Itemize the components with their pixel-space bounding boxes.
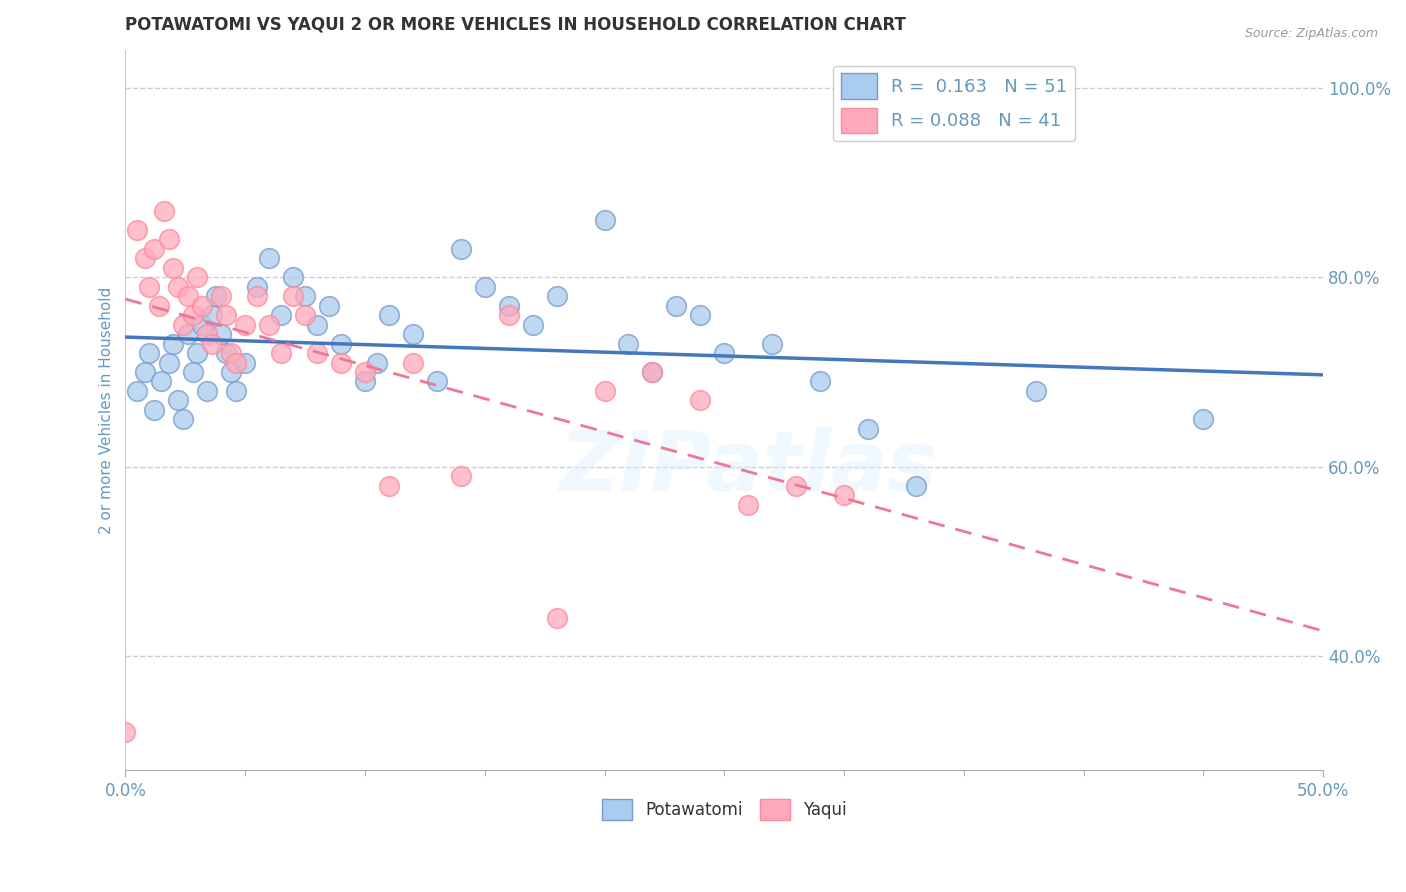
- Text: POTAWATOMI VS YAQUI 2 OR MORE VEHICLES IN HOUSEHOLD CORRELATION CHART: POTAWATOMI VS YAQUI 2 OR MORE VEHICLES I…: [125, 15, 907, 33]
- Point: [215, 308, 238, 322]
- Point: [832, 488, 855, 502]
- Point: [246, 279, 269, 293]
- Point: [195, 384, 218, 398]
- Point: [127, 223, 149, 237]
- Point: [689, 308, 711, 322]
- Point: [546, 289, 568, 303]
- Point: [354, 375, 377, 389]
- Point: [201, 308, 224, 322]
- Point: [402, 355, 425, 369]
- Point: [134, 252, 156, 266]
- Point: [172, 318, 194, 332]
- Point: [294, 308, 316, 322]
- Point: [157, 355, 180, 369]
- Point: [177, 327, 200, 342]
- Point: [330, 355, 353, 369]
- Point: [138, 279, 160, 293]
- Point: [378, 479, 401, 493]
- Point: [127, 384, 149, 398]
- Point: [546, 611, 568, 625]
- Point: [785, 479, 807, 493]
- Text: ZIPatlas: ZIPatlas: [560, 427, 938, 508]
- Point: [354, 365, 377, 379]
- Point: [219, 346, 242, 360]
- Point: [148, 299, 170, 313]
- Point: [181, 308, 204, 322]
- Point: [257, 252, 280, 266]
- Point: [186, 346, 208, 360]
- Point: [162, 260, 184, 275]
- Point: [138, 346, 160, 360]
- Point: [402, 327, 425, 342]
- Point: [1192, 412, 1215, 426]
- Point: [209, 327, 232, 342]
- Point: [737, 498, 759, 512]
- Point: [307, 318, 329, 332]
- Point: [219, 365, 242, 379]
- Point: [186, 270, 208, 285]
- Point: [498, 299, 520, 313]
- Point: [281, 289, 304, 303]
- Point: [1025, 384, 1047, 398]
- Point: [593, 384, 616, 398]
- Point: [162, 336, 184, 351]
- Point: [167, 393, 190, 408]
- Point: [641, 365, 664, 379]
- Point: [617, 336, 640, 351]
- Point: [257, 318, 280, 332]
- Point: [474, 279, 496, 293]
- Point: [330, 336, 353, 351]
- Point: [195, 327, 218, 342]
- Point: [205, 289, 228, 303]
- Point: [307, 346, 329, 360]
- Point: [270, 346, 292, 360]
- Point: [246, 289, 269, 303]
- Point: [152, 203, 174, 218]
- Point: [761, 336, 783, 351]
- Point: [665, 299, 688, 313]
- Point: [426, 375, 449, 389]
- Point: [225, 355, 247, 369]
- Point: [150, 375, 173, 389]
- Point: [181, 365, 204, 379]
- Point: [215, 346, 238, 360]
- Point: [167, 279, 190, 293]
- Text: Source: ZipAtlas.com: Source: ZipAtlas.com: [1244, 27, 1378, 40]
- Point: [270, 308, 292, 322]
- Point: [450, 242, 472, 256]
- Point: [294, 289, 316, 303]
- Point: [593, 213, 616, 227]
- Point: [114, 725, 136, 739]
- Point: [498, 308, 520, 322]
- Point: [201, 336, 224, 351]
- Point: [378, 308, 401, 322]
- Point: [522, 318, 544, 332]
- Point: [713, 346, 735, 360]
- Y-axis label: 2 or more Vehicles in Household: 2 or more Vehicles in Household: [100, 286, 114, 533]
- Point: [134, 365, 156, 379]
- Point: [856, 422, 879, 436]
- Point: [904, 479, 927, 493]
- Point: [689, 393, 711, 408]
- Point: [191, 299, 214, 313]
- Point: [177, 289, 200, 303]
- Point: [281, 270, 304, 285]
- Point: [209, 289, 232, 303]
- Point: [157, 232, 180, 246]
- Point: [808, 375, 831, 389]
- Legend: Potawatomi, Yaqui: Potawatomi, Yaqui: [595, 793, 853, 827]
- Point: [366, 355, 388, 369]
- Point: [450, 469, 472, 483]
- Point: [233, 318, 256, 332]
- Point: [225, 384, 247, 398]
- Point: [641, 365, 664, 379]
- Point: [233, 355, 256, 369]
- Point: [143, 403, 166, 417]
- Point: [172, 412, 194, 426]
- Point: [143, 242, 166, 256]
- Point: [318, 299, 340, 313]
- Point: [191, 318, 214, 332]
